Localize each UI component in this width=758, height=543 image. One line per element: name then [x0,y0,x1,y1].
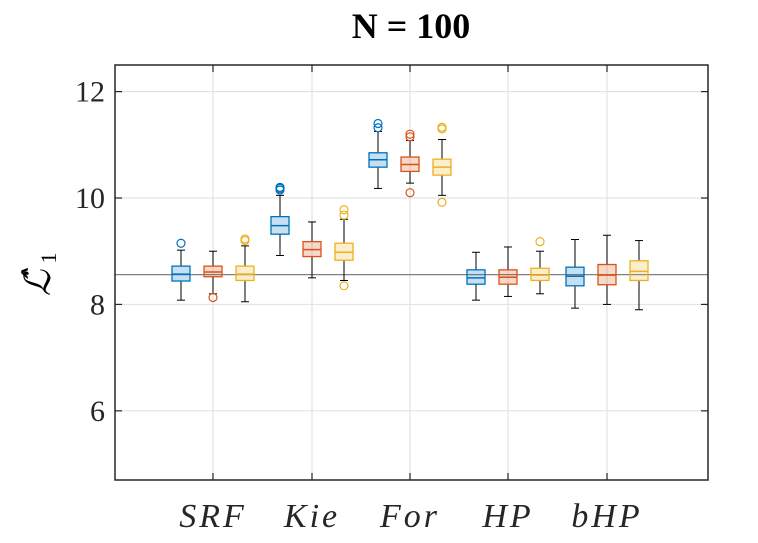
outlier-for-series-2-1 [405,188,415,198]
outlier-kie-series-1-3 [275,182,285,192]
plot-area: 6 8 10 12 SRF Kie For HP bHP [75,64,709,535]
x-tick-label-bhp: bHP [571,498,642,535]
y-tick-label-10: 10 [75,182,105,215]
box-bhp-series-3 [629,260,649,282]
plot-frame [114,64,709,481]
y-tick-label-12: 12 [75,76,105,109]
x-tick-label-kie: Kie [283,498,340,535]
outlier-for-series-3-1 [437,197,447,207]
y-tick-label-8: 8 [90,288,105,321]
outlier-kie-series-3-2 [339,210,349,220]
outlier-for-series-2-3 [405,129,415,139]
chart-title: N = 100 [352,6,471,46]
box-hp-series-3 [530,267,550,282]
x-tick-label-for: For [379,498,440,535]
y-axis-label: ℒ̂ 1 [18,253,61,296]
x-tick-label-hp: HP [481,498,533,535]
outlier-srf-series-1-1 [176,238,186,248]
outlier-kie-series-3-1 [339,281,349,291]
y-axis-label-symbol: ℒ̂ [18,267,58,296]
outlier-for-series-1-2 [373,118,383,129]
box-hp-series-1 [466,269,486,285]
box-srf-series-3 [235,265,255,282]
x-tick-label-srf: SRF [179,498,247,535]
outlier-kie-series-3-3 [339,205,349,215]
outlier-for-series-1-1 [373,123,383,133]
outlier-srf-series-2-1 [208,292,218,303]
y-axis-label-subscript: 1 [36,253,61,264]
outlier-for-series-2-2 [405,132,415,142]
outlier-hp-series-3-1 [535,237,545,247]
outlier-srf-series-3-2 [240,234,250,244]
outlier-for-series-3-3 [437,122,447,132]
y-tick-label-6: 6 [90,395,105,428]
